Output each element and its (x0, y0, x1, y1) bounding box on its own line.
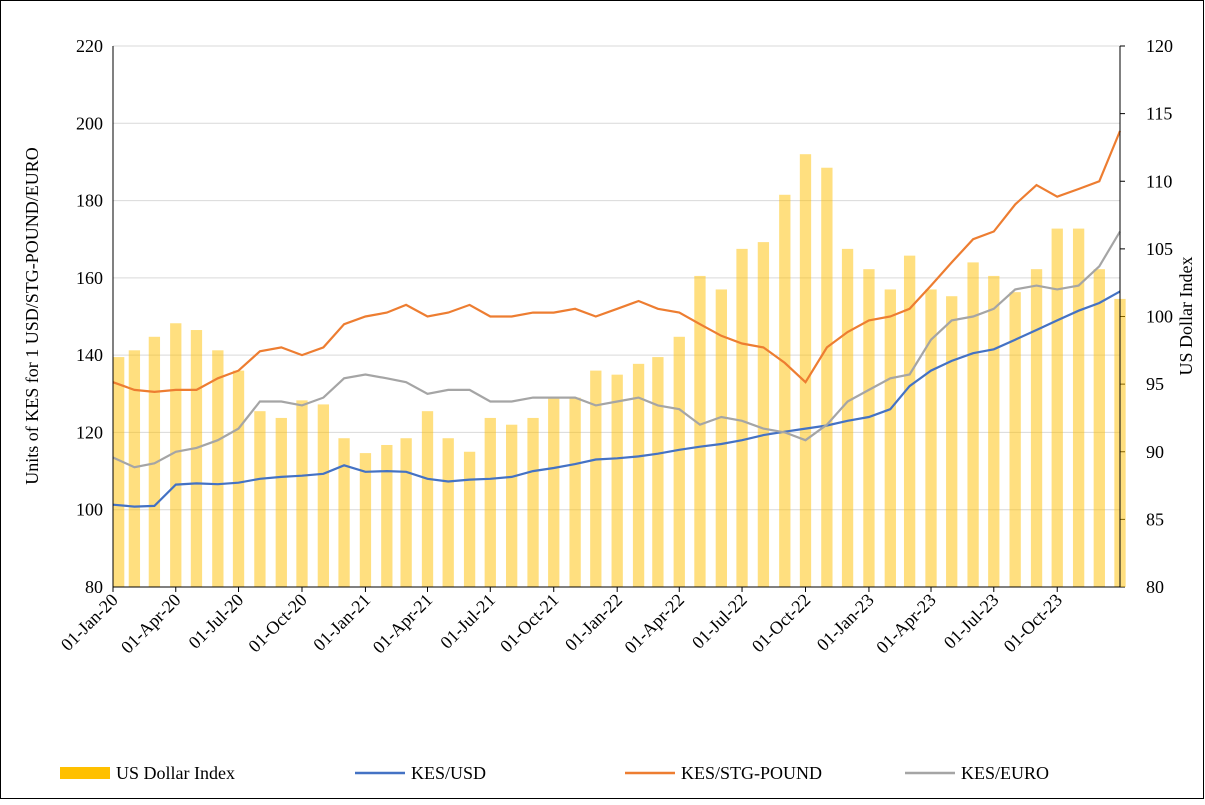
y2-tick-label: 80 (1146, 577, 1164, 597)
legend-label: KES/STG-POUND (681, 763, 822, 783)
line (112, 290, 1121, 508)
bar (736, 248, 748, 587)
bar (128, 350, 141, 587)
bar (799, 154, 812, 587)
bar (338, 438, 350, 587)
line (112, 130, 1122, 394)
bar (757, 242, 770, 588)
bar (1051, 228, 1063, 587)
bar (527, 417, 539, 587)
bar (1030, 269, 1043, 587)
bar (946, 296, 958, 587)
bar (275, 417, 287, 587)
y2-tick-label: 95 (1146, 374, 1164, 394)
bar (611, 374, 623, 587)
bar (694, 275, 706, 587)
y-tick-label: 120 (76, 422, 103, 442)
bar (569, 397, 581, 587)
bar (506, 424, 518, 587)
bar (1009, 292, 1021, 587)
bar (113, 357, 125, 587)
bar (359, 453, 372, 587)
y-tick-label: 220 (76, 36, 103, 56)
bar (190, 330, 203, 587)
bar (421, 411, 434, 587)
bar (148, 336, 161, 587)
y-tick-label: 100 (76, 500, 103, 520)
bar (170, 323, 182, 587)
bar (212, 350, 224, 587)
bar (632, 363, 645, 587)
bar (652, 357, 664, 587)
legend-label: US Dollar Index (116, 763, 235, 783)
bar (715, 289, 727, 587)
y2-tick-label: 120 (1146, 36, 1173, 56)
bar (821, 167, 833, 587)
y-tick-label: 200 (76, 113, 103, 133)
legend-label: KES/USD (411, 763, 486, 783)
bar (779, 194, 791, 587)
line (112, 230, 1121, 469)
y-tick-label: 140 (76, 345, 103, 365)
y2-tick-label: 90 (1146, 442, 1164, 462)
bar (1093, 269, 1105, 587)
bar (381, 444, 393, 587)
y2-tick-label: 105 (1146, 239, 1173, 259)
bar (254, 411, 266, 587)
bar (484, 417, 496, 587)
bar (400, 438, 412, 587)
legend-swatch (60, 767, 110, 779)
bar (232, 370, 245, 587)
bar (841, 248, 854, 587)
y2-tick-label: 85 (1146, 509, 1164, 529)
y2-tick-label: 115 (1146, 104, 1172, 124)
bar (442, 438, 454, 587)
y2-axis-title: US Dollar Index (1176, 257, 1196, 376)
bar (463, 451, 476, 587)
bar (590, 370, 602, 587)
bar (296, 400, 308, 587)
bar (903, 255, 916, 587)
bar (925, 289, 937, 587)
bar (548, 397, 560, 587)
bar (1072, 228, 1085, 587)
y-tick-label: 180 (76, 191, 103, 211)
legend-label: KES/EURO (961, 763, 1049, 783)
bar (884, 289, 896, 587)
y2-tick-label: 100 (1146, 307, 1173, 327)
bar (673, 336, 685, 587)
y2-tick-label: 110 (1146, 171, 1172, 191)
y-tick-label: 160 (76, 268, 103, 288)
y-tick-label: 80 (85, 577, 103, 597)
bar (317, 404, 330, 587)
bar (988, 275, 1000, 587)
bar (863, 269, 875, 587)
bar (967, 262, 979, 587)
y-axis-title: Units of KES for 1 USD/STG-POUND/EURO (22, 147, 42, 485)
